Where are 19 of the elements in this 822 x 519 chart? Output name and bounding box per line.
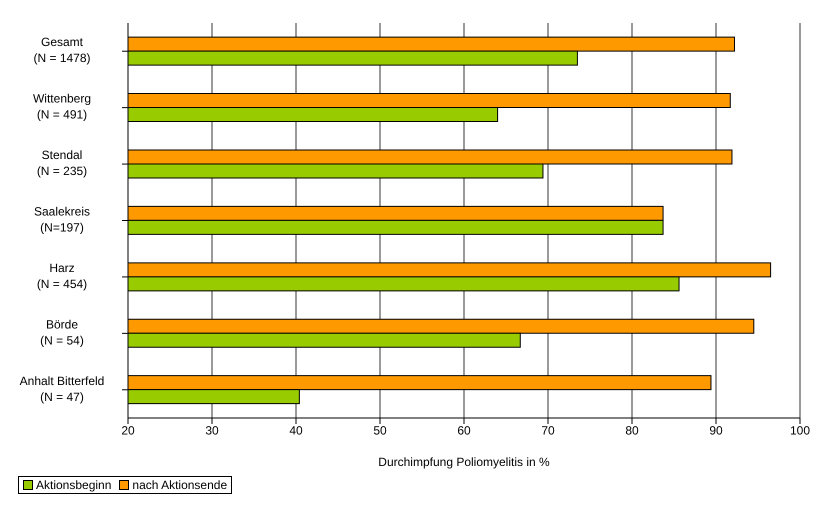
x-tick-label: 30 bbox=[205, 424, 219, 438]
x-tick-label: 50 bbox=[373, 424, 387, 438]
y-tick-label: Anhalt Bitterfeld (N = 47) bbox=[20, 374, 104, 404]
x-tick-label: 20 bbox=[121, 424, 135, 438]
y-tick-label: Stendal (N = 235) bbox=[36, 148, 88, 178]
y-tick-label: Wittenberg (N = 491) bbox=[32, 92, 92, 122]
y-tick-label: Harz (N = 454) bbox=[36, 261, 88, 292]
y-tick-label: Saalekreis (N=197) bbox=[34, 204, 90, 235]
x-tick-label: 90 bbox=[709, 424, 723, 438]
y-tick-label: Gesamt (N = 1478) bbox=[33, 35, 91, 66]
x-tick-label: 60 bbox=[457, 424, 471, 438]
legend-label: nach Aktionsende bbox=[131, 478, 228, 492]
x-tick-label: 40 bbox=[289, 424, 303, 438]
x-axis-title: Durchimpfung Poliomyelitis in % bbox=[378, 455, 550, 469]
x-tick-label: 100 bbox=[790, 424, 810, 438]
y-tick-label: Börde (N = 54) bbox=[40, 318, 84, 348]
legend-label: Aktionsbeginn bbox=[35, 478, 112, 492]
x-tick-label: 80 bbox=[625, 424, 639, 438]
x-tick-label: 70 bbox=[541, 424, 555, 438]
